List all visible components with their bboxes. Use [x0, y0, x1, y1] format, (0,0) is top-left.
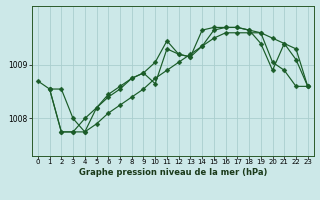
X-axis label: Graphe pression niveau de la mer (hPa): Graphe pression niveau de la mer (hPa) [79, 168, 267, 177]
